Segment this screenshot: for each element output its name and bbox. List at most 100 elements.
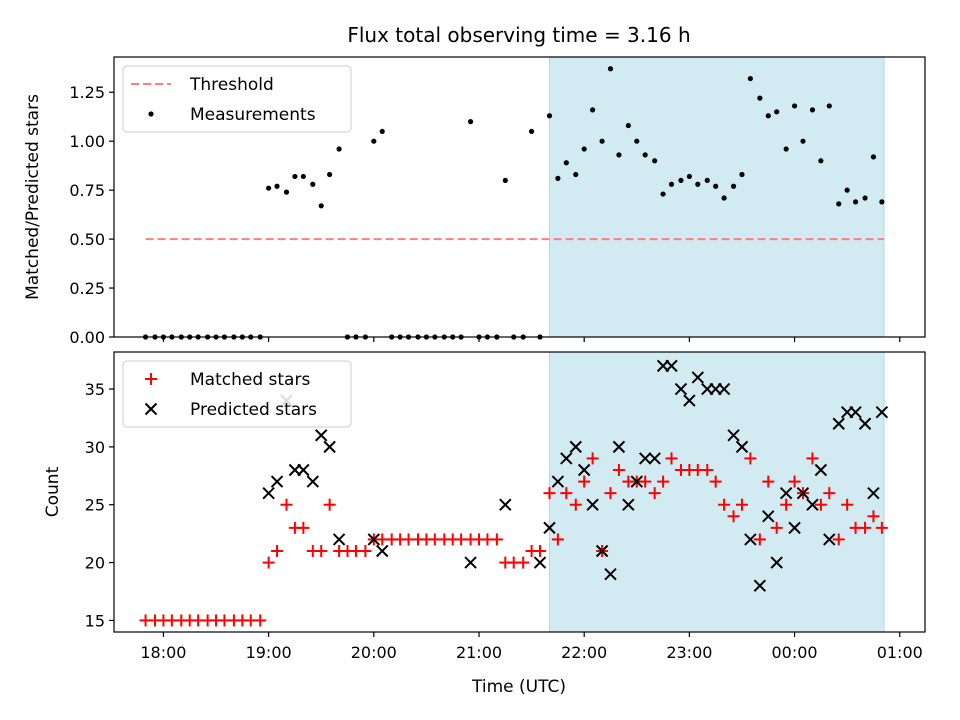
matched-star-point [744, 452, 757, 465]
matched-star-point [534, 545, 547, 558]
predicted-star-point [630, 475, 643, 488]
measurement-point [590, 107, 596, 113]
measurement-point [625, 122, 631, 129]
matched-star-point [859, 521, 872, 534]
measurement-point [783, 146, 789, 152]
predicted-star-point [735, 440, 749, 454]
predicted-star-point [788, 521, 801, 535]
measurement-point [791, 103, 798, 109]
y-tick-label: 0.25 [69, 279, 105, 298]
y-tick-label: 1.25 [69, 83, 105, 102]
measurement-point [800, 138, 806, 144]
matched-star-point [780, 498, 793, 511]
measurement-point [300, 173, 306, 180]
chart-title: Flux total observing time = 3.16 h [347, 23, 690, 47]
matched-star-point [701, 464, 714, 477]
legend-matched-swatch [145, 373, 157, 385]
matched-star-point [639, 475, 652, 488]
measurement-point [844, 187, 850, 193]
measurement-point [502, 177, 508, 183]
y-tick-label: 0.50 [69, 230, 105, 249]
measurement-point [686, 173, 692, 180]
predicted-star-point [622, 498, 635, 511]
measurement-point [826, 103, 832, 109]
predicted-star-point [270, 475, 284, 488]
predicted-star-point [770, 556, 783, 569]
matched-star-point [254, 614, 267, 627]
predicted-star-point [823, 533, 836, 546]
measurement-point [818, 158, 824, 164]
legend-label: Measurements [190, 105, 316, 125]
legend-label: Threshold [189, 75, 274, 95]
predicted-star-point [464, 556, 477, 569]
axes-frame [113, 351, 926, 633]
matched-star-point [841, 498, 854, 511]
predicted-star-point [875, 405, 889, 419]
predicted-star-point [577, 463, 591, 477]
measurement-point [739, 171, 745, 178]
predicted-star-point [569, 440, 582, 454]
predicted-star-point [604, 567, 617, 581]
measurement-point [283, 189, 290, 195]
top-panel: 0.00 0.25 0.50 0.75 1.00 1.25 Matched/Predicte… [23, 56, 926, 347]
y-tick-label: 0.00 [69, 328, 105, 347]
axes-frame [113, 56, 926, 338]
x-tick-label: 18:00 [140, 643, 186, 662]
matched-star-point [875, 521, 888, 534]
measurement-point [870, 154, 877, 160]
predicted-star-point [744, 533, 757, 546]
shaded-interval [548, 351, 885, 633]
measurement-point [713, 183, 719, 189]
x-tick-label: 23:00 [666, 643, 712, 662]
matched-star-point [262, 556, 275, 569]
measurement-point [607, 66, 614, 72]
x-tick-label: 22:00 [561, 643, 607, 662]
matched-star-point [490, 533, 503, 546]
predicted-star-point [595, 544, 609, 558]
predicted-star-point [665, 359, 678, 373]
predicted-star-point [806, 498, 819, 511]
y-axis-label: Matched/Predicted stars [23, 94, 43, 300]
matched-star-point [657, 475, 670, 488]
matched-star-point [814, 498, 827, 511]
measurement-point [774, 109, 780, 115]
predicted-star-point [376, 544, 389, 558]
y-tick-label: 25 [85, 496, 105, 515]
measurement-point [695, 181, 701, 187]
predicted-star-point [727, 429, 740, 442]
predicted-star-point [332, 533, 346, 546]
x-tick-label: 19:00 [246, 643, 292, 662]
matched-star-point [517, 556, 530, 569]
measurement-point [678, 177, 684, 183]
matched-star-point [823, 487, 836, 500]
measurement-point [528, 128, 535, 135]
measurement-point [757, 95, 763, 101]
measurement-point [634, 138, 640, 144]
predicted-star-point [306, 475, 320, 488]
bottom-panel: 15 20 25 30 35 18:00 19:00 20:00 21:00 22:00 23:00… [43, 351, 926, 662]
measurement-point [668, 181, 675, 187]
matched-star-point [271, 545, 284, 558]
predicted-star-point [315, 429, 328, 442]
predicted-star-point [367, 533, 381, 546]
predicted-star-point [691, 371, 705, 384]
y-tick-label: 30 [85, 438, 105, 457]
measurement-point [809, 107, 816, 113]
matched-star-point [604, 487, 617, 500]
predicted-star-point [262, 486, 275, 500]
matched-star-point [867, 510, 880, 523]
x-axis-label: Time (UTC) [471, 677, 566, 697]
measurement-point [563, 160, 569, 166]
measurement-point [765, 113, 771, 119]
matched-star-point [323, 498, 336, 511]
predicted-star-point [533, 556, 547, 569]
measurement-point [266, 185, 272, 191]
matched-star-point [753, 533, 766, 546]
legend-label: Matched stars [190, 370, 310, 390]
measurement-point [292, 173, 298, 180]
matched-star-point [709, 475, 722, 488]
predicted-star-point [323, 440, 336, 454]
x-tick-label: 21:00 [456, 643, 502, 662]
predicted-star-point [753, 579, 767, 592]
